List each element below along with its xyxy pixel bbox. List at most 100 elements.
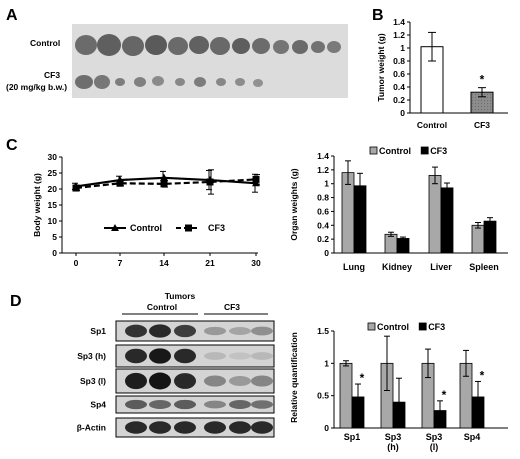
c2-y-tick-label-2: 0.4 xyxy=(317,220,329,230)
d2-y-tick-label-1: 0.5 xyxy=(317,391,329,401)
d2-y-axis-label: Relative quantification xyxy=(289,332,299,423)
c2-legend-label-0: Control xyxy=(379,146,411,156)
d2-x-tick-label-3-0: Sp4 xyxy=(464,432,481,442)
blot-band-3-2 xyxy=(174,399,196,410)
d2-y-tick-label-3: 1.5 xyxy=(317,326,329,336)
d2-legend-swatch-0 xyxy=(367,322,376,331)
blot-band-2-3 xyxy=(204,375,226,387)
d2-x-tick-label-1-0: Sp3 xyxy=(385,432,402,442)
d2-x-tick-label-0-0: Sp1 xyxy=(344,432,361,442)
d2-bar-0-control xyxy=(339,362,353,429)
c2-y-tick-label-6: 1.2 xyxy=(317,165,329,175)
c2-y-axis-label: Organ weights (g) xyxy=(289,168,299,240)
chart-tumor-weight: B 0 0.2 0.4 0.6 0.8 1 1.2 1.4 Tumor weight (g) Con… xyxy=(372,7,508,130)
d2-significance-0: * xyxy=(360,371,365,385)
c2-legend-swatch-1 xyxy=(420,146,429,155)
c2-y-tick-label-5: 1 xyxy=(324,179,329,189)
blot-band-0-0 xyxy=(125,324,147,338)
c1-y-tick-label-5: 25 xyxy=(48,168,58,178)
b-y-tick-label-2: 0.4 xyxy=(393,82,405,92)
b-y-tick-label-7: 1.4 xyxy=(393,17,405,27)
d2-x-tick-label-1-1: (h) xyxy=(387,442,399,452)
blot-band-0-4 xyxy=(229,327,251,335)
chart-relative-quantification: 0 0.5 1 1.5 Relative quantification Control CF… xyxy=(289,322,508,452)
blot-band-3-1 xyxy=(149,400,171,409)
c2-y-tick-label-7: 1.4 xyxy=(317,151,329,161)
panel-letter-b: B xyxy=(372,7,384,24)
c2-x-tick-label-0: Lung xyxy=(343,262,365,272)
blot-band-4-0 xyxy=(125,421,147,434)
blot-band-0-3 xyxy=(204,326,226,336)
c2-y-tick-label-4: 0.8 xyxy=(317,193,329,203)
c1-point-cf3-0 xyxy=(72,184,80,192)
d2-legend-label-0: Control xyxy=(377,322,409,332)
panel-letter-d: D xyxy=(10,293,22,310)
c2-bar-kidney-control xyxy=(384,233,398,254)
c1-legend-marker-1 xyxy=(185,224,192,232)
blot-band-3-5 xyxy=(251,400,273,409)
blot-band-4-2 xyxy=(174,421,196,434)
blot-band-1-1 xyxy=(149,348,171,364)
c2-bar-spleen-cf3 xyxy=(483,220,497,254)
c1-y-tick-label-6: 30 xyxy=(48,152,58,162)
c1-legend-label-0: Control xyxy=(130,223,162,233)
c1-x-tick-label-3: 21 xyxy=(205,258,215,268)
c2-legend-label-1: CF3 xyxy=(430,146,447,156)
blot-band-4-1 xyxy=(149,421,171,434)
blot-group-cf3: CF3 xyxy=(224,302,240,312)
panel-letter-c: C xyxy=(6,137,18,154)
blot-label-4: β-Actin xyxy=(77,423,106,433)
d2-significance-2: * xyxy=(442,388,447,402)
d2-significance-3: * xyxy=(480,368,485,382)
b-y-tick-label-1: 0.2 xyxy=(393,95,405,105)
blot-band-1-0 xyxy=(125,348,147,364)
blot-band-4-4 xyxy=(229,421,251,434)
tumor-photo-control-row xyxy=(75,34,341,56)
blot-band-3-3 xyxy=(204,400,226,409)
blot-band-0-5 xyxy=(251,326,273,336)
c1-series-line-cf3 xyxy=(75,178,257,190)
blot-label-1: Sp3 (h) xyxy=(77,351,106,361)
c1-y-tick-label-1: 5 xyxy=(52,232,57,242)
c2-legend-swatch-0 xyxy=(369,146,378,155)
blot-label-3: Sp4 xyxy=(90,400,106,410)
blot-band-3-0 xyxy=(125,399,147,410)
row-label-control: Control xyxy=(30,38,60,48)
blot-band-3-4 xyxy=(229,400,251,409)
d2-legend-swatch-1 xyxy=(418,322,427,331)
row-label-cf3: CF3 xyxy=(44,70,60,80)
blot-band-1-2 xyxy=(174,348,196,364)
blot-header: Tumors xyxy=(165,291,196,301)
b-significance-1: * xyxy=(480,73,485,87)
b-x-tick-label-0: Control xyxy=(417,120,447,130)
blot-band-2-5 xyxy=(251,375,273,387)
c2-bar-liver-control xyxy=(428,174,442,254)
b-y-tick-label-3: 0.6 xyxy=(393,69,405,79)
b-y-tick-label-0: 0 xyxy=(400,108,405,118)
blot-band-1-5 xyxy=(251,352,273,360)
c1-y-tick-label-4: 20 xyxy=(48,184,58,194)
blot-band-1-3 xyxy=(204,352,226,360)
tumor-photo-cf3-row xyxy=(75,75,263,89)
c1-x-tick-label-2: 14 xyxy=(159,258,169,268)
panel-letter-a: A xyxy=(6,7,18,24)
c2-y-tick-label-0: 0 xyxy=(324,248,329,258)
c1-x-tick-label-1: 7 xyxy=(118,258,123,268)
b-y-tick-label-5: 1 xyxy=(400,43,405,53)
c2-bar-spleen-control xyxy=(471,224,485,254)
c1-point-cf3-1 xyxy=(116,179,124,187)
d2-x-tick-label-2-1: (l) xyxy=(430,442,439,452)
d2-x-tick-label-2-0: Sp3 xyxy=(426,432,443,442)
blot-band-0-2 xyxy=(174,324,196,338)
c2-bar-liver-cf3 xyxy=(440,187,454,254)
b-y-tick-label-6: 1.2 xyxy=(393,30,405,40)
c1-x-tick-label-4: 30 xyxy=(251,258,261,268)
c1-point-cf3-2 xyxy=(160,180,168,188)
blot-band-4-5 xyxy=(251,421,273,434)
d2-legend-label-1: CF3 xyxy=(428,322,445,332)
c1-x-tick-label-0: 0 xyxy=(74,258,79,268)
row-label-dose: (20 mg/kg b.w.) xyxy=(6,82,67,92)
blot-label-2: Sp3 (l) xyxy=(80,376,106,386)
blot-band-2-4 xyxy=(229,375,251,387)
